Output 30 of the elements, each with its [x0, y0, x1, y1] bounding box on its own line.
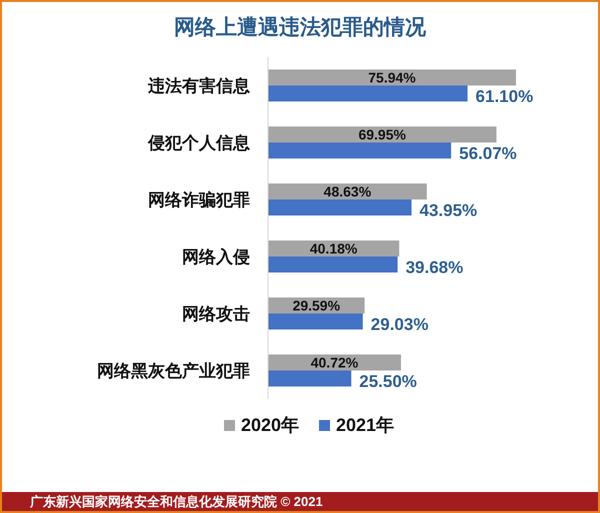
y-tick-label: 网络攻击	[182, 304, 250, 324]
data-label: 48.63%	[324, 184, 372, 200]
bar	[268, 256, 398, 273]
bar	[268, 200, 412, 216]
data-label: 43.95%	[420, 201, 478, 220]
bar	[268, 370, 352, 387]
data-label: 40.72%	[310, 354, 359, 371]
y-tick-label: 网络诈骗犯罪	[148, 190, 250, 210]
bar	[268, 142, 452, 159]
data-label: 75.94%	[368, 70, 416, 86]
data-label: 29.03%	[370, 315, 428, 334]
legend-label: 2020年	[240, 414, 299, 437]
data-label: 61.10%	[476, 87, 534, 106]
bar	[268, 70, 516, 86]
bar	[268, 86, 468, 102]
y-tick-label: 侵犯个人信息	[147, 134, 250, 153]
y-tick-label: 网络黑灰色产业犯罪	[97, 362, 250, 381]
legend-label: 2021年	[336, 414, 394, 437]
footer-strip: 广东新兴国家网络安全和信息化发展研究院 © 2021	[2, 492, 598, 511]
chart-title: 网络上遭遇违法犯罪的情况	[173, 15, 427, 41]
data-label: 39.68%	[406, 258, 464, 278]
y-tick-label: 网络入侵	[182, 248, 250, 267]
data-label: 25.50%	[359, 372, 417, 392]
y-tick-label: 违法有害信息	[147, 76, 250, 96]
bar	[268, 314, 363, 330]
data-label: 69.95%	[358, 126, 407, 143]
data-label: 56.07%	[459, 144, 517, 164]
data-label: 40.18%	[310, 240, 358, 257]
bar	[268, 126, 496, 143]
data-label: 29.59%	[292, 298, 341, 314]
